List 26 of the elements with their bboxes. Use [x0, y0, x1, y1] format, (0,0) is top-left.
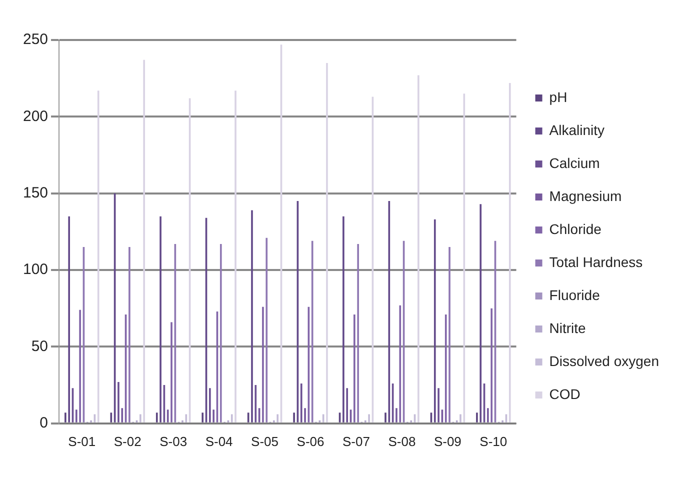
x-tick-label: S-08 [388, 434, 416, 449]
legend-label: Dissolved oxygen [549, 352, 660, 369]
x-tick-label: S-10 [480, 434, 508, 449]
legend-label: Nitrite [549, 320, 586, 336]
x-tick-label: S-03 [160, 434, 188, 449]
legend-label: Magnesium [549, 188, 622, 204]
legend-label: Fluoride [549, 286, 600, 303]
y-tick-label: 50 [31, 338, 48, 355]
legend-label: Total Hardness [549, 254, 643, 270]
x-tick-label: S-05 [251, 434, 279, 449]
y-tick-label: 200 [22, 108, 48, 125]
y-tick-label: 0 [40, 414, 48, 432]
legend-label: Alkalinity [549, 122, 605, 138]
legend-label: pH [549, 88, 568, 105]
legend-label: Calcium [549, 154, 600, 171]
y-tick-label: 150 [22, 184, 48, 202]
legend-label: Chloride [549, 220, 602, 237]
x-tick-label: S-09 [434, 434, 462, 449]
x-tick-label: S-06 [296, 434, 324, 449]
x-tick-label: S-02 [114, 434, 142, 449]
y-tick-label: 100 [22, 261, 48, 278]
y-tick-label: 250 [22, 31, 48, 48]
legend-label: COD [549, 386, 580, 402]
x-tick-label: S-04 [205, 434, 233, 449]
x-tick-label: S-07 [342, 434, 370, 449]
x-tick-label: S-01 [68, 434, 96, 449]
